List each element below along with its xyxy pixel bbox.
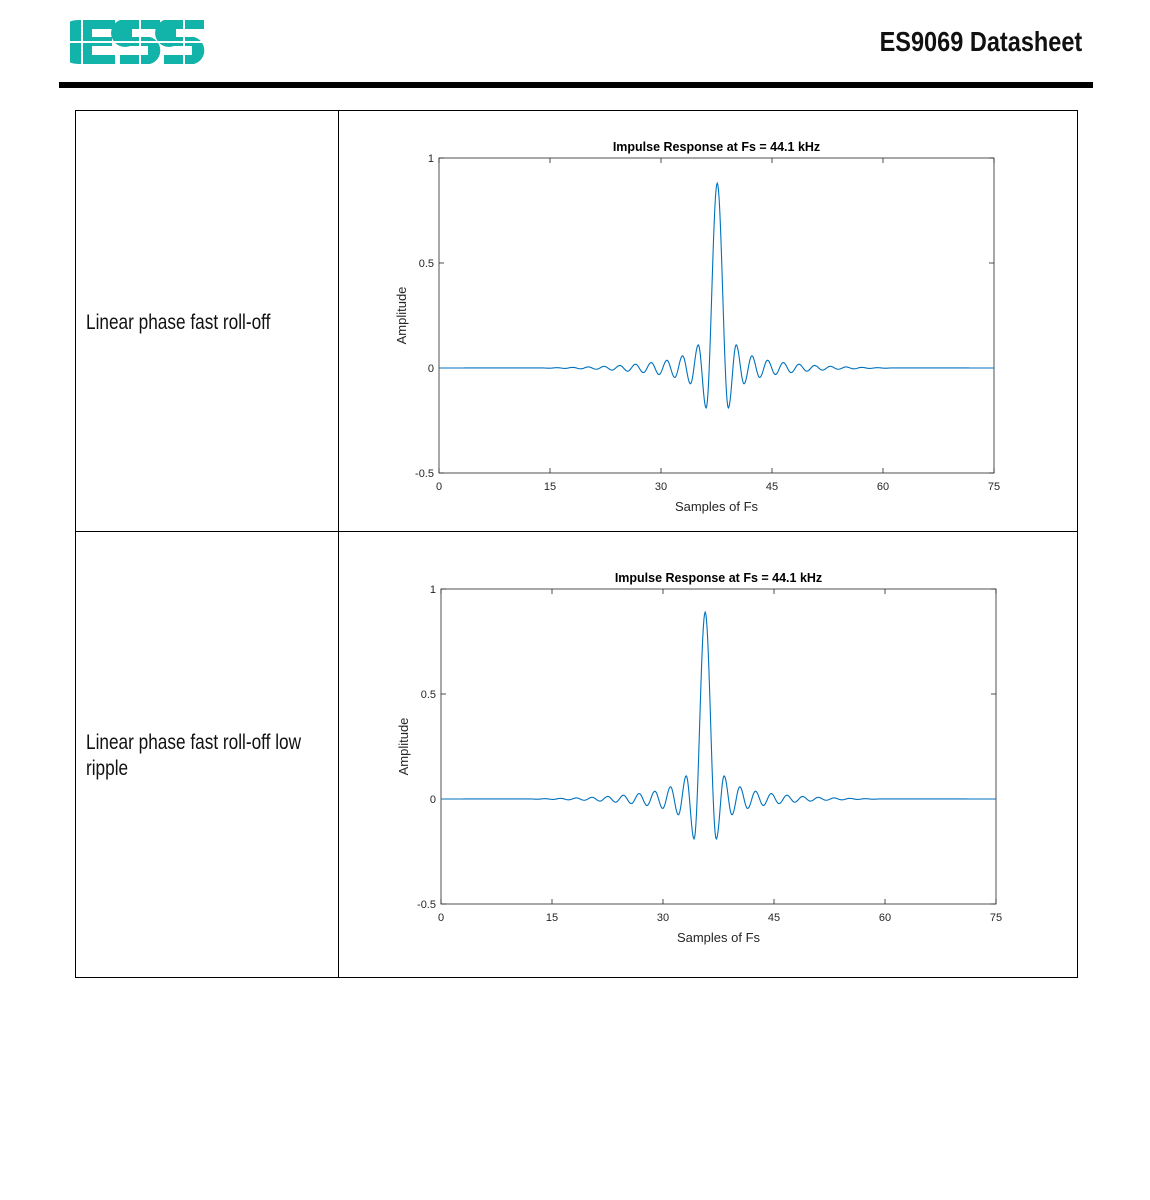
x-tick-label: 15 (546, 912, 558, 924)
column-divider (338, 111, 339, 977)
y-axis-label: Amplitude (396, 718, 411, 776)
plot-area (440, 588, 997, 905)
x-tick-label: 0 (436, 481, 442, 493)
x-tick-label: 75 (990, 912, 1002, 924)
x-tick-label: 30 (657, 912, 669, 924)
x-tick-label: 60 (877, 481, 889, 493)
x-tick-label: 30 (655, 481, 667, 493)
y-tick-label: 0.5 (421, 689, 436, 701)
header-rule (59, 82, 1093, 88)
document-title: ES9069 Datasheet (879, 26, 1082, 57)
plot-area (438, 157, 995, 474)
x-tick-label: 75 (988, 481, 1000, 493)
impulse-response-line (439, 181, 994, 410)
chart-title: Impulse Response at Fs = 44.1 kHz (615, 571, 822, 585)
y-tick-label: -0.5 (415, 468, 434, 480)
chart-title: Impulse Response at Fs = 44.1 kHz (613, 140, 820, 154)
row-divider (76, 531, 1077, 532)
impulse-response-line (441, 610, 996, 841)
x-axis-label: Samples of Fs (675, 499, 759, 514)
x-tick-label: 15 (544, 481, 556, 493)
y-tick-label: 1 (430, 584, 436, 596)
x-axis-label: Samples of Fs (677, 930, 761, 945)
y-tick-label: 0.5 (419, 258, 434, 270)
x-tick-label: 0 (438, 912, 444, 924)
filter-table: Linear phase fast roll-off Linear phase … (75, 110, 1078, 978)
x-tick-label: 45 (768, 912, 780, 924)
ess-logo (56, 17, 210, 67)
filter-name-label: Linear phase fast roll-off (86, 311, 271, 334)
y-axis-label: Amplitude (394, 287, 409, 345)
y-tick-label: 0 (428, 363, 434, 375)
y-tick-label: 1 (428, 153, 434, 165)
y-tick-label: -0.5 (417, 899, 436, 911)
x-tick-label: 60 (879, 912, 891, 924)
x-tick-label: 45 (766, 481, 778, 493)
filter-name-label: Linear phase fast roll-off low ripple (86, 731, 302, 780)
y-tick-label: 0 (430, 794, 436, 806)
